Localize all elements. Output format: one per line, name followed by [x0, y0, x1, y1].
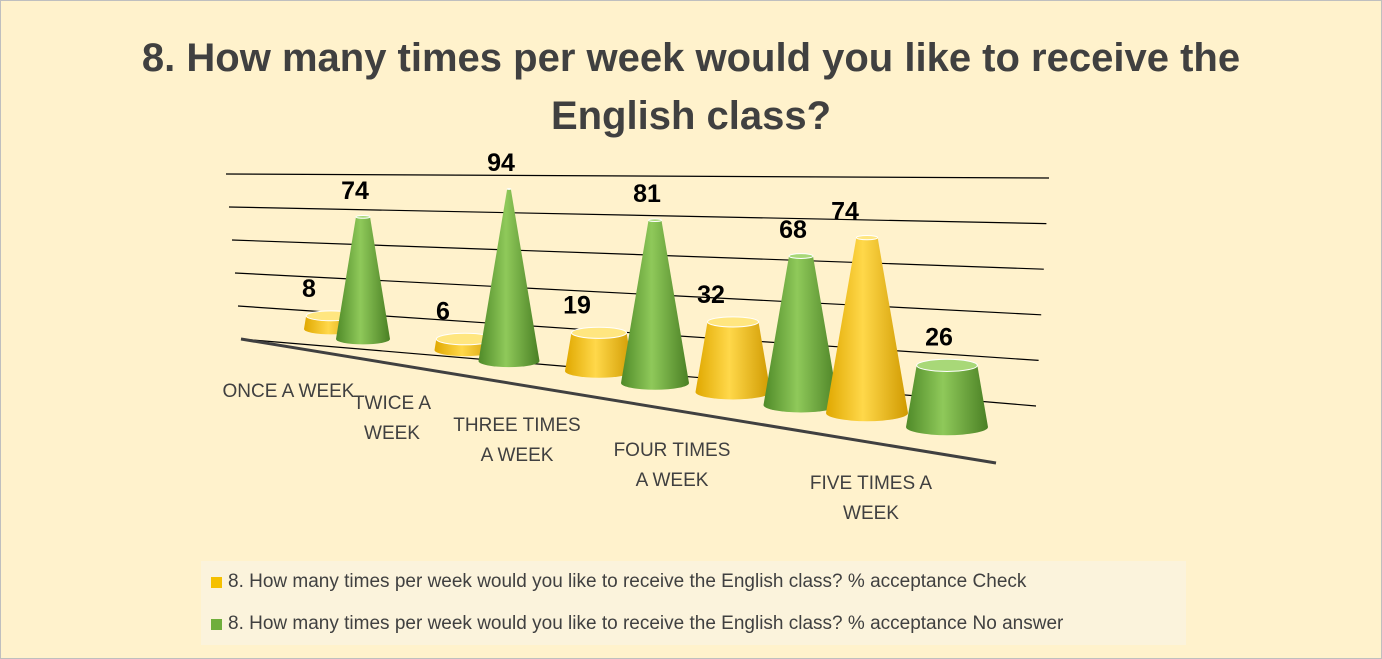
cone-body — [906, 365, 988, 436]
floor-edge — [240, 337, 997, 465]
value-label: 8 — [302, 275, 316, 303]
value-label: 81 — [633, 180, 661, 208]
cone — [826, 234, 908, 422]
value-label: 6 — [436, 297, 450, 325]
cone-top — [506, 188, 512, 190]
cone-body — [478, 188, 540, 368]
cone — [695, 316, 771, 400]
cone-body — [763, 256, 839, 413]
x-tick-label: TWICE A WEEK — [352, 393, 432, 444]
legend-swatch — [211, 576, 222, 588]
value-label: 19 — [563, 291, 591, 319]
value-label: 32 — [697, 281, 725, 309]
grid-line — [225, 173, 1050, 179]
legend-item: 8. How many times per week would you lik… — [201, 561, 1186, 603]
cone-top — [648, 218, 662, 222]
legend-label: 8. How many times per week would you lik… — [228, 571, 1027, 592]
cone-body — [565, 332, 633, 378]
legend-swatch — [211, 618, 222, 630]
cone-body — [826, 237, 908, 422]
legend: 8. How many times per week would you lik… — [201, 561, 1186, 645]
chart: 8 74 6 94 19 81 32 68 74 26 — [225, 149, 1050, 465]
cone — [906, 358, 988, 436]
chart-title: 8. How many times per week would you lik… — [141, 36, 1241, 138]
x-tick-label: ONCE A WEEK — [222, 381, 355, 402]
x-tick-label: FOUR TIMES A WEEK — [613, 440, 731, 491]
cone — [565, 326, 633, 378]
cone-top — [355, 214, 371, 219]
x-tick-label: THREE TIMES A WEEK — [453, 415, 581, 466]
value-label: 94 — [487, 149, 515, 177]
value-label: 68 — [779, 216, 807, 244]
legend-item: 8. How many times per week would you lik… — [201, 603, 1186, 645]
cone — [336, 214, 390, 345]
cone — [478, 188, 540, 368]
legend-label: 8. How many times per week would you lik… — [228, 613, 1064, 634]
grid-line — [228, 206, 1047, 225]
value-label: 74 — [831, 198, 859, 226]
cone-top — [788, 253, 814, 259]
cone-body — [695, 321, 771, 400]
cone-top — [570, 326, 628, 339]
value-label: 26 — [925, 323, 953, 351]
cone-top — [916, 358, 978, 372]
cone — [621, 218, 689, 390]
cone-top — [707, 316, 759, 328]
cone — [763, 253, 839, 413]
cone-body — [336, 216, 390, 345]
cone-body — [621, 220, 689, 390]
x-tick-label: FIVE TIMES A WEEK — [809, 473, 933, 524]
cone-top — [855, 234, 879, 241]
value-label: 74 — [341, 177, 369, 205]
